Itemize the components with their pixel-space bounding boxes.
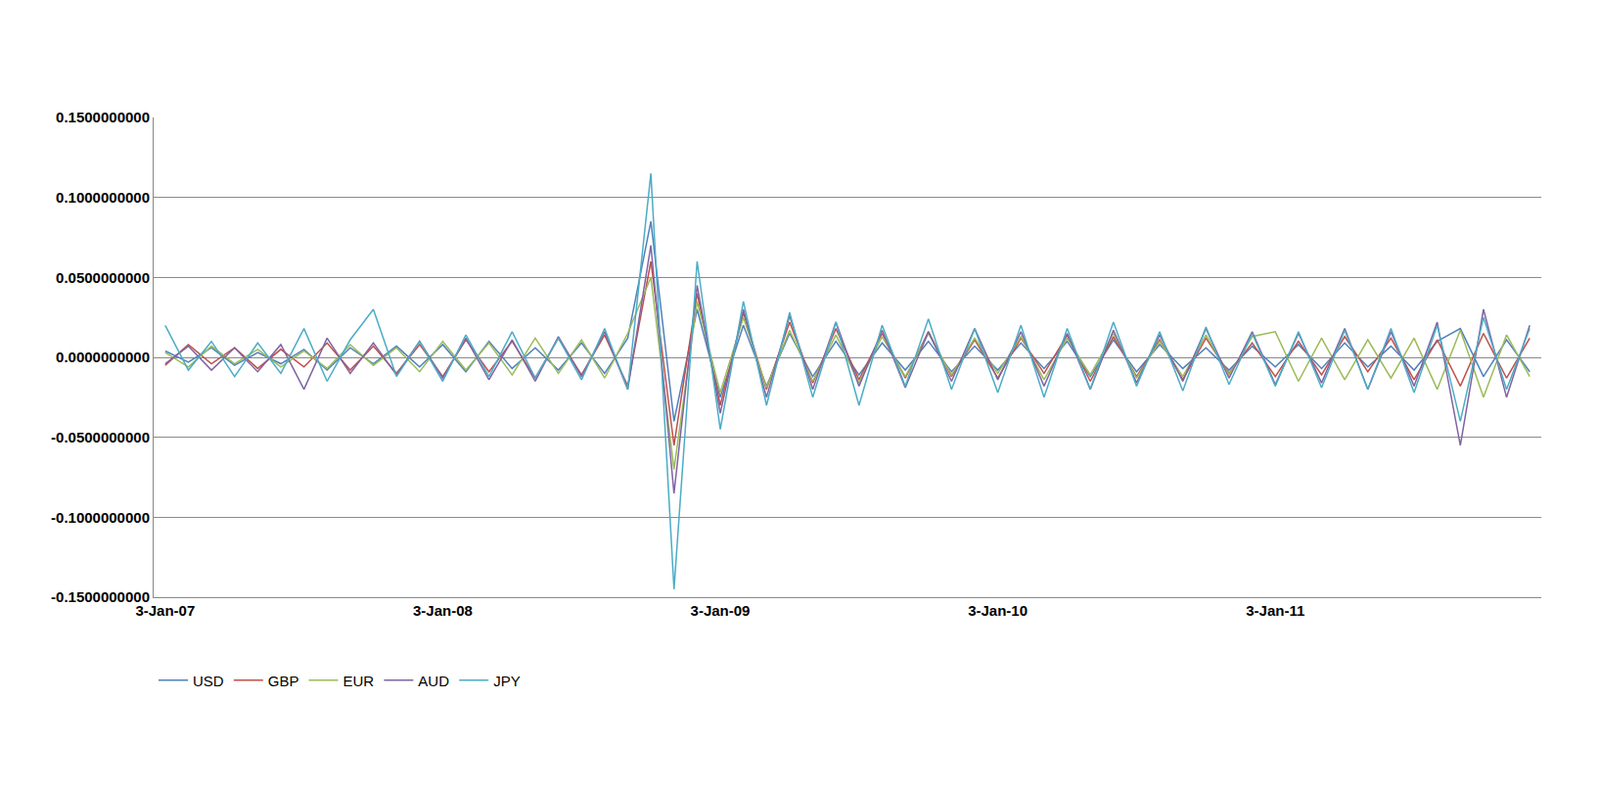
svg-text:GBP: GBP: [268, 672, 300, 689]
svg-text:EUR: EUR: [343, 672, 375, 689]
svg-text:0.1000000000: 0.1000000000: [55, 188, 150, 206]
svg-text:-0.1000000000: -0.1000000000: [50, 508, 150, 526]
svg-text:3-Jan-10: 3-Jan-10: [967, 601, 1028, 619]
svg-text:3-Jan-11: 3-Jan-11: [1245, 601, 1305, 619]
svg-text:-0.0500000000: -0.0500000000: [50, 428, 150, 446]
svg-text:0.0000000000: 0.0000000000: [55, 348, 150, 366]
svg-text:AUD: AUD: [417, 672, 450, 689]
svg-text:0.1500000000: 0.1500000000: [55, 108, 150, 126]
svg-text:JPY: JPY: [493, 672, 521, 689]
svg-text:USD: USD: [192, 672, 225, 689]
svg-text:-0.1500000000: -0.1500000000: [50, 588, 150, 605]
svg-text:0.0500000000: 0.0500000000: [55, 269, 150, 286]
svg-text:3-Jan-07: 3-Jan-07: [135, 601, 195, 619]
svg-text:3-Jan-09: 3-Jan-09: [690, 601, 751, 619]
svg-text:3-Jan-08: 3-Jan-08: [412, 601, 473, 619]
